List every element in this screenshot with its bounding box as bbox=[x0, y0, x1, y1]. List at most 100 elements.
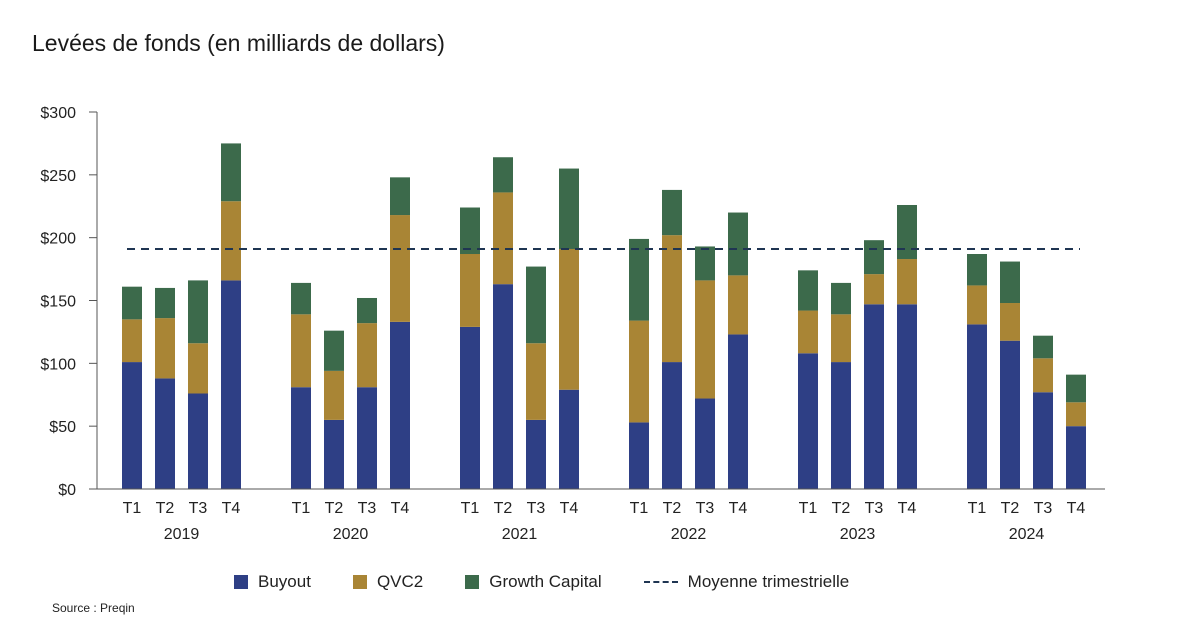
bar-segment-qvc2 bbox=[291, 314, 311, 388]
y-tick-label: $250 bbox=[40, 168, 76, 185]
bar-segment-qvc2 bbox=[357, 323, 377, 388]
x-tick-label-year: 2023 bbox=[840, 526, 876, 543]
bar-segment-buyout bbox=[357, 387, 377, 489]
bar-segment-qvc2 bbox=[831, 314, 851, 363]
bar-segment-growth-capital bbox=[324, 330, 344, 371]
bar-segment-buyout bbox=[967, 324, 987, 489]
x-tick-label-year: 2021 bbox=[502, 526, 538, 543]
x-tick-label-quarter: T1 bbox=[123, 500, 142, 517]
bar-segment-qvc2 bbox=[493, 192, 513, 285]
bar-segment-buyout bbox=[831, 362, 851, 489]
legend-swatch-buyout bbox=[234, 575, 248, 589]
bar-segment-growth-capital bbox=[967, 254, 987, 286]
x-tick-label-quarter: T4 bbox=[560, 500, 579, 517]
bar-segment-growth-capital bbox=[1000, 261, 1020, 304]
bar-segment-buyout bbox=[155, 378, 175, 489]
bar-segment-qvc2 bbox=[155, 318, 175, 379]
bar-segment-qvc2 bbox=[695, 280, 715, 399]
x-tick-label-quarter: T3 bbox=[527, 500, 546, 517]
bar-segment-growth-capital bbox=[122, 286, 142, 320]
legend-swatch-average bbox=[643, 581, 678, 583]
bar-segment-growth-capital bbox=[460, 207, 480, 255]
legend-swatch-growth-capital bbox=[465, 575, 480, 589]
bar-segment-growth-capital bbox=[728, 212, 748, 276]
chart-title: Levées de fonds (en milliards de dollars… bbox=[32, 30, 445, 56]
y-tick-label: $50 bbox=[49, 419, 76, 436]
x-tick-label-year: 2022 bbox=[671, 526, 707, 543]
bar-segment-growth-capital bbox=[798, 270, 818, 311]
bar-segment-growth-capital bbox=[695, 246, 715, 281]
legend-label-growth-capital: Growth Capital bbox=[489, 572, 602, 591]
bar-segment-qvc2 bbox=[728, 275, 748, 335]
y-tick-label: $0 bbox=[58, 482, 76, 499]
source-note: Source : Preqin bbox=[52, 601, 135, 615]
legend-item-qvc2: QVC2 bbox=[352, 572, 424, 592]
bar-segment-qvc2 bbox=[460, 254, 480, 327]
x-tick-label-quarter: T2 bbox=[325, 500, 344, 517]
legend: Buyout QVC2 Growth Capital Moyenne trime… bbox=[234, 572, 891, 592]
bar-segment-growth-capital bbox=[629, 238, 649, 321]
bar-segment-growth-capital bbox=[1066, 374, 1086, 403]
bar-segment-qvc2 bbox=[390, 215, 410, 322]
x-tick-label-quarter: T4 bbox=[729, 500, 748, 517]
bar-segment-buyout bbox=[188, 393, 208, 489]
x-tick-label-year: 2020 bbox=[333, 526, 369, 543]
x-tick-label-quarter: T2 bbox=[494, 500, 513, 517]
x-tick-label-quarter: T1 bbox=[799, 500, 818, 517]
bar-segment-growth-capital bbox=[188, 280, 208, 344]
x-tick-label-quarter: T1 bbox=[292, 500, 311, 517]
bar-segment-buyout bbox=[460, 326, 480, 489]
bar-segment-growth-capital bbox=[831, 282, 851, 315]
bar-segment-growth-capital bbox=[897, 204, 917, 260]
bar-segment-growth-capital bbox=[291, 282, 311, 315]
x-tick-label-quarter: T2 bbox=[832, 500, 851, 517]
x-tick-label-year: 2019 bbox=[164, 526, 200, 543]
bar-segment-qvc2 bbox=[897, 259, 917, 305]
y-tick-label: $300 bbox=[40, 105, 76, 122]
bar-segment-buyout bbox=[1066, 426, 1086, 489]
y-tick-label: $150 bbox=[40, 294, 76, 311]
bar-segment-buyout bbox=[122, 362, 142, 489]
x-tick-label-quarter: T3 bbox=[1034, 500, 1053, 517]
x-tick-label-quarter: T4 bbox=[222, 500, 241, 517]
x-tick-label-quarter: T2 bbox=[663, 500, 682, 517]
legend-item-average: Moyenne trimestrielle bbox=[643, 572, 850, 592]
x-tick-label-quarter: T4 bbox=[1067, 500, 1086, 517]
bar-segment-buyout bbox=[1033, 392, 1053, 489]
bar-segment-qvc2 bbox=[221, 201, 241, 281]
bar-segment-growth-capital bbox=[390, 177, 410, 216]
bar-segment-qvc2 bbox=[1000, 303, 1020, 341]
legend-label-average: Moyenne trimestrielle bbox=[687, 572, 850, 591]
bar-segment-growth-capital bbox=[526, 266, 546, 344]
bar-segment-buyout bbox=[291, 387, 311, 489]
bar-segment-growth-capital bbox=[155, 287, 175, 319]
bar-segment-qvc2 bbox=[526, 343, 546, 420]
legend-swatch-qvc2 bbox=[352, 575, 367, 589]
bar-segment-growth-capital bbox=[493, 157, 513, 193]
bar-segment-qvc2 bbox=[798, 310, 818, 354]
bar-segment-buyout bbox=[324, 419, 344, 489]
y-tick-label: $100 bbox=[40, 356, 76, 373]
legend-label-qvc2: QVC2 bbox=[376, 572, 424, 591]
bar-segment-buyout bbox=[559, 389, 579, 489]
bar-segment-buyout bbox=[864, 304, 884, 489]
y-tick-label: $200 bbox=[40, 231, 76, 248]
x-tick-label-year: 2024 bbox=[1009, 526, 1045, 543]
x-tick-label-quarter: T4 bbox=[391, 500, 410, 517]
x-tick-label-quarter: T2 bbox=[156, 500, 175, 517]
x-tick-label-quarter: T1 bbox=[968, 500, 987, 517]
bar-segment-buyout bbox=[390, 321, 410, 489]
bar-segment-buyout bbox=[629, 422, 649, 489]
bar-segment-qvc2 bbox=[662, 235, 682, 363]
x-tick-label-quarter: T3 bbox=[865, 500, 884, 517]
bar-segment-qvc2 bbox=[188, 343, 208, 394]
bar-segment-qvc2 bbox=[324, 370, 344, 420]
bar-segment-qvc2 bbox=[1033, 358, 1053, 393]
x-tick-label-quarter: T3 bbox=[696, 500, 715, 517]
bar-segment-qvc2 bbox=[629, 320, 649, 423]
bar-segment-buyout bbox=[662, 362, 682, 489]
x-tick-label-quarter: T4 bbox=[898, 500, 917, 517]
bar-segment-growth-capital bbox=[357, 297, 377, 324]
x-tick-label-quarter: T3 bbox=[358, 500, 377, 517]
